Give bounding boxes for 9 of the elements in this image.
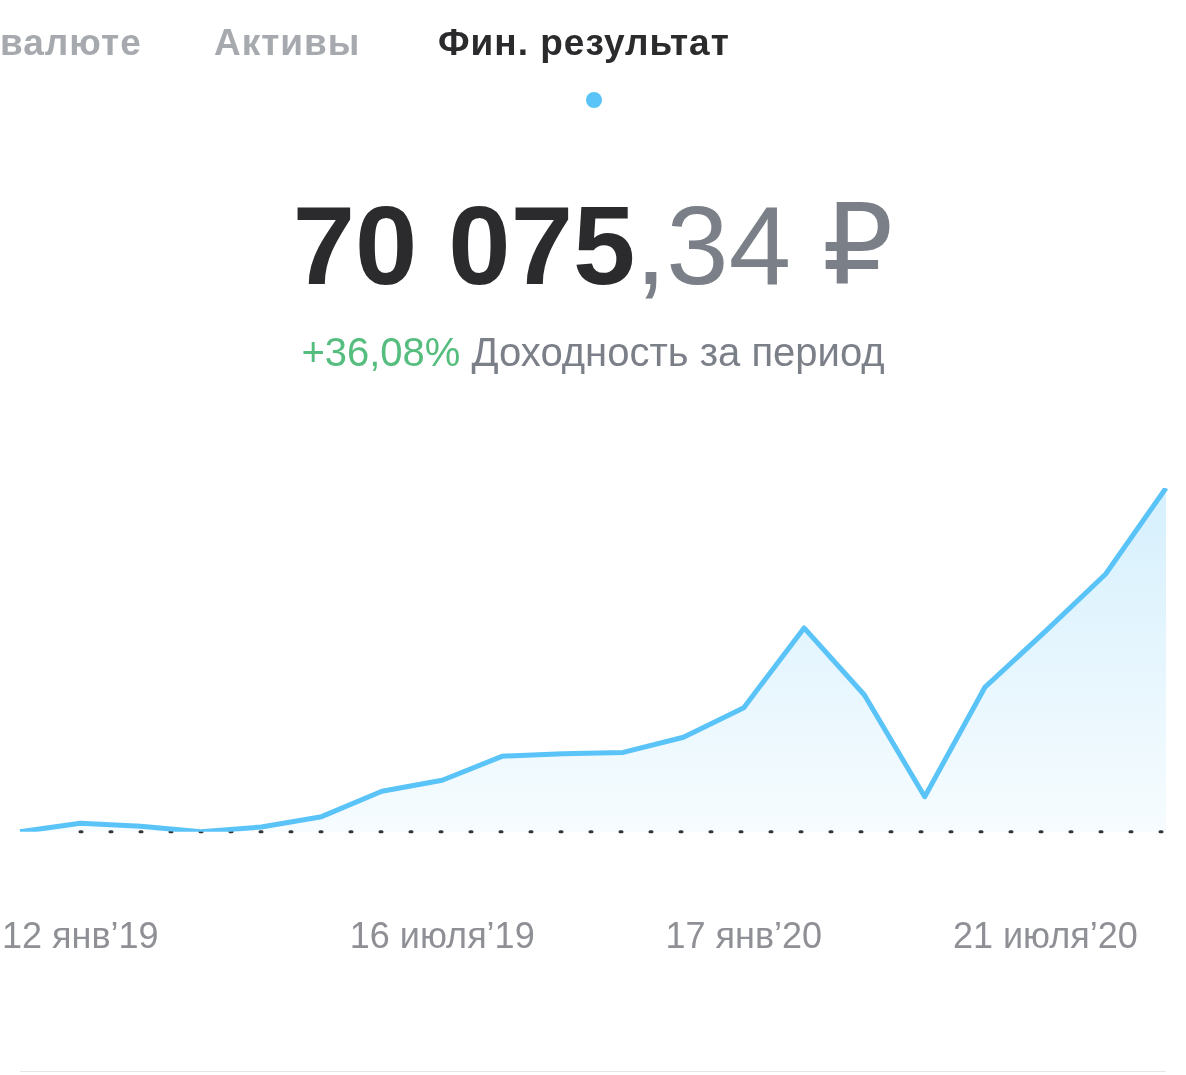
x-tick-label: 16 июля’19 (349, 915, 535, 957)
x-tick-label: 21 июля’20 (952, 915, 1138, 957)
text: Фин. результат (438, 22, 730, 64)
chart-title: 70 075,34 ₽ (292, 183, 894, 308)
chart-subtitle: +36,08% Доходность за период (300, 330, 886, 375)
text: валюте (0, 22, 142, 64)
x-tick-label: 12 янв’19 (2, 915, 159, 957)
x-tick-label: 17 янв’20 (665, 915, 823, 957)
text: Активы (214, 22, 361, 64)
